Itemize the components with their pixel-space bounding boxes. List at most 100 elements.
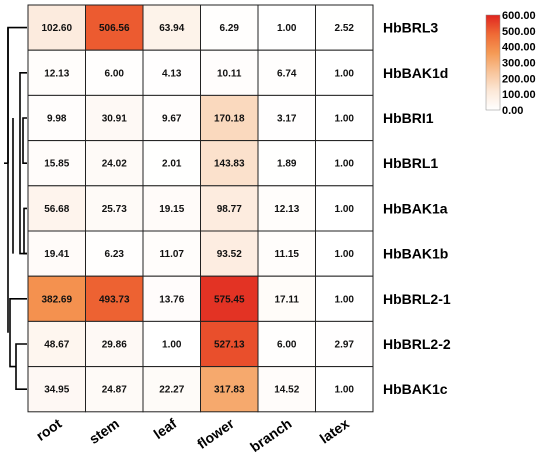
cell-value-label: 102.60 <box>41 23 72 34</box>
heatmap-cell <box>257 320 316 368</box>
cell-value-label: 1.00 <box>335 294 355 305</box>
cell-value-label: 6.00 <box>277 340 297 351</box>
heatmap-cell <box>27 4 86 51</box>
heatmap-cell <box>85 94 144 142</box>
row-label: HbBAK1b <box>383 246 448 262</box>
cell-value-label: 1.00 <box>335 68 355 79</box>
cell-value-label: 93.52 <box>217 249 242 260</box>
row-label: HbBAK1d <box>383 65 448 81</box>
cell-value-label: 11.07 <box>160 249 185 260</box>
column-label: leaf <box>151 415 180 442</box>
cell-value-label: 14.52 <box>274 385 299 396</box>
cell-value-label: 2.52 <box>335 23 355 34</box>
cell-value-label: 6.23 <box>105 249 125 260</box>
row-label: HbBAK1a <box>383 200 448 216</box>
cell-value-label: 3.17 <box>277 114 297 125</box>
cell-value-label: 29.86 <box>102 340 127 351</box>
cell-value-label: 1.00 <box>335 249 355 260</box>
heatmap-cell <box>142 275 201 322</box>
heatmap-cell <box>200 4 259 51</box>
dendrogram-branch <box>9 297 27 368</box>
colorbar <box>485 14 501 111</box>
cell-value-label: 34.95 <box>44 385 69 396</box>
cell-value-label: 1.00 <box>277 23 297 34</box>
cell-value-label: 24.02 <box>102 159 127 170</box>
heatmap-cell <box>85 185 144 232</box>
cell-value-label: 9.67 <box>162 114 182 125</box>
heatmap-cell <box>257 185 316 232</box>
cell-value-label: 24.87 <box>102 385 127 396</box>
heatmap-cell <box>142 49 201 96</box>
cell-value-label: 25.73 <box>102 204 127 215</box>
cell-value-label: 12.13 <box>44 68 69 79</box>
cell-value-label: 506.56 <box>99 23 130 34</box>
heatmap-cell <box>142 320 201 368</box>
heatmap-cell <box>200 185 259 232</box>
heatmap-value-labels: 102.60 506.56 63.94 6.29 1.00 2.52 12.13 6.00 4.… <box>41 23 354 396</box>
cell-value-label: 30.91 <box>102 114 127 125</box>
heatmap-cell <box>315 49 374 96</box>
heatmap-cell <box>315 94 374 142</box>
row-labels: HbBRL3 HbBAK1d HbBRI1 HbBRL1 HbBAK1a HbBAK1b H… <box>383 20 451 398</box>
heatmap-cell <box>200 49 259 96</box>
heatmap-cell <box>200 275 259 322</box>
heatmap-cell <box>142 185 201 232</box>
cell-value-label: 1.89 <box>277 159 297 170</box>
heatmap-cell <box>315 140 374 187</box>
cell-value-label: 48.67 <box>44 340 69 351</box>
cell-value-label: 4.13 <box>162 68 182 79</box>
heatmap-cell <box>27 140 86 187</box>
column-label: root <box>33 415 65 444</box>
cell-value-label: 1.00 <box>162 340 182 351</box>
row-label: HbBRL2-1 <box>383 291 451 307</box>
dendrogram-branch <box>22 117 27 164</box>
dendrogram-branch <box>15 343 27 391</box>
row-label: HbBRL2-2 <box>383 336 451 352</box>
cell-value-label: 12.13 <box>274 204 299 215</box>
row-label: HbBAK1c <box>383 381 448 397</box>
cell-value-label: 1.00 <box>335 114 355 125</box>
heatmap-cell <box>85 366 144 413</box>
heatmap-cell <box>85 140 144 187</box>
cell-value-label: 15.85 <box>44 159 69 170</box>
heatmap-cell <box>27 275 86 322</box>
row-dendrogram <box>4 26 27 391</box>
legend-tick-label: 600.00 <box>502 10 536 22</box>
legend-tick-label: 300.00 <box>502 58 536 70</box>
heatmap-cell <box>315 320 374 368</box>
dendrogram-branch <box>7 26 27 164</box>
cell-value-label: 11.15 <box>275 249 300 260</box>
cell-value-label: 2.97 <box>335 340 355 351</box>
cell-value-label: 6.00 <box>105 68 125 79</box>
legend-tick-label: 500.00 <box>502 26 536 38</box>
heatmap-cell <box>27 366 86 413</box>
heatmap-cell <box>85 320 144 368</box>
dendrogram-branch <box>23 207 27 255</box>
heatmap-cell <box>142 4 201 51</box>
cell-value-label: 17.11 <box>275 294 300 305</box>
cell-value-label: 1.00 <box>335 385 355 396</box>
cell-value-label: 382.69 <box>41 294 72 305</box>
legend-tick-label: 0.00 <box>502 105 523 117</box>
row-label: HbBRL1 <box>383 155 438 171</box>
heatmap-cells <box>27 4 374 413</box>
cell-value-label: 56.68 <box>44 204 69 215</box>
column-labels: root stem leaf flower branch latex <box>33 415 352 455</box>
cell-value-label: 6.74 <box>277 68 297 79</box>
cell-value-label: 19.15 <box>159 204 184 215</box>
cell-value-label: 527.13 <box>214 340 245 351</box>
column-label: branch <box>247 415 294 455</box>
cell-value-label: 63.94 <box>159 23 184 34</box>
heatmap-cell <box>257 366 316 413</box>
cell-value-label: 1.00 <box>335 159 355 170</box>
cell-value-label: 143.83 <box>214 159 245 170</box>
color-legend: 600.00 500.00 400.00 300.00 200.00 100.00 0.00 <box>485 10 536 117</box>
cell-value-label: 13.76 <box>159 294 184 305</box>
heatmap-cell <box>200 230 259 277</box>
column-label: stem <box>86 415 122 447</box>
heatmap-cell <box>257 230 316 277</box>
cell-value-label: 170.18 <box>214 114 245 125</box>
cell-value-label: 317.83 <box>214 385 245 396</box>
legend-tick-label: 100.00 <box>502 89 536 101</box>
